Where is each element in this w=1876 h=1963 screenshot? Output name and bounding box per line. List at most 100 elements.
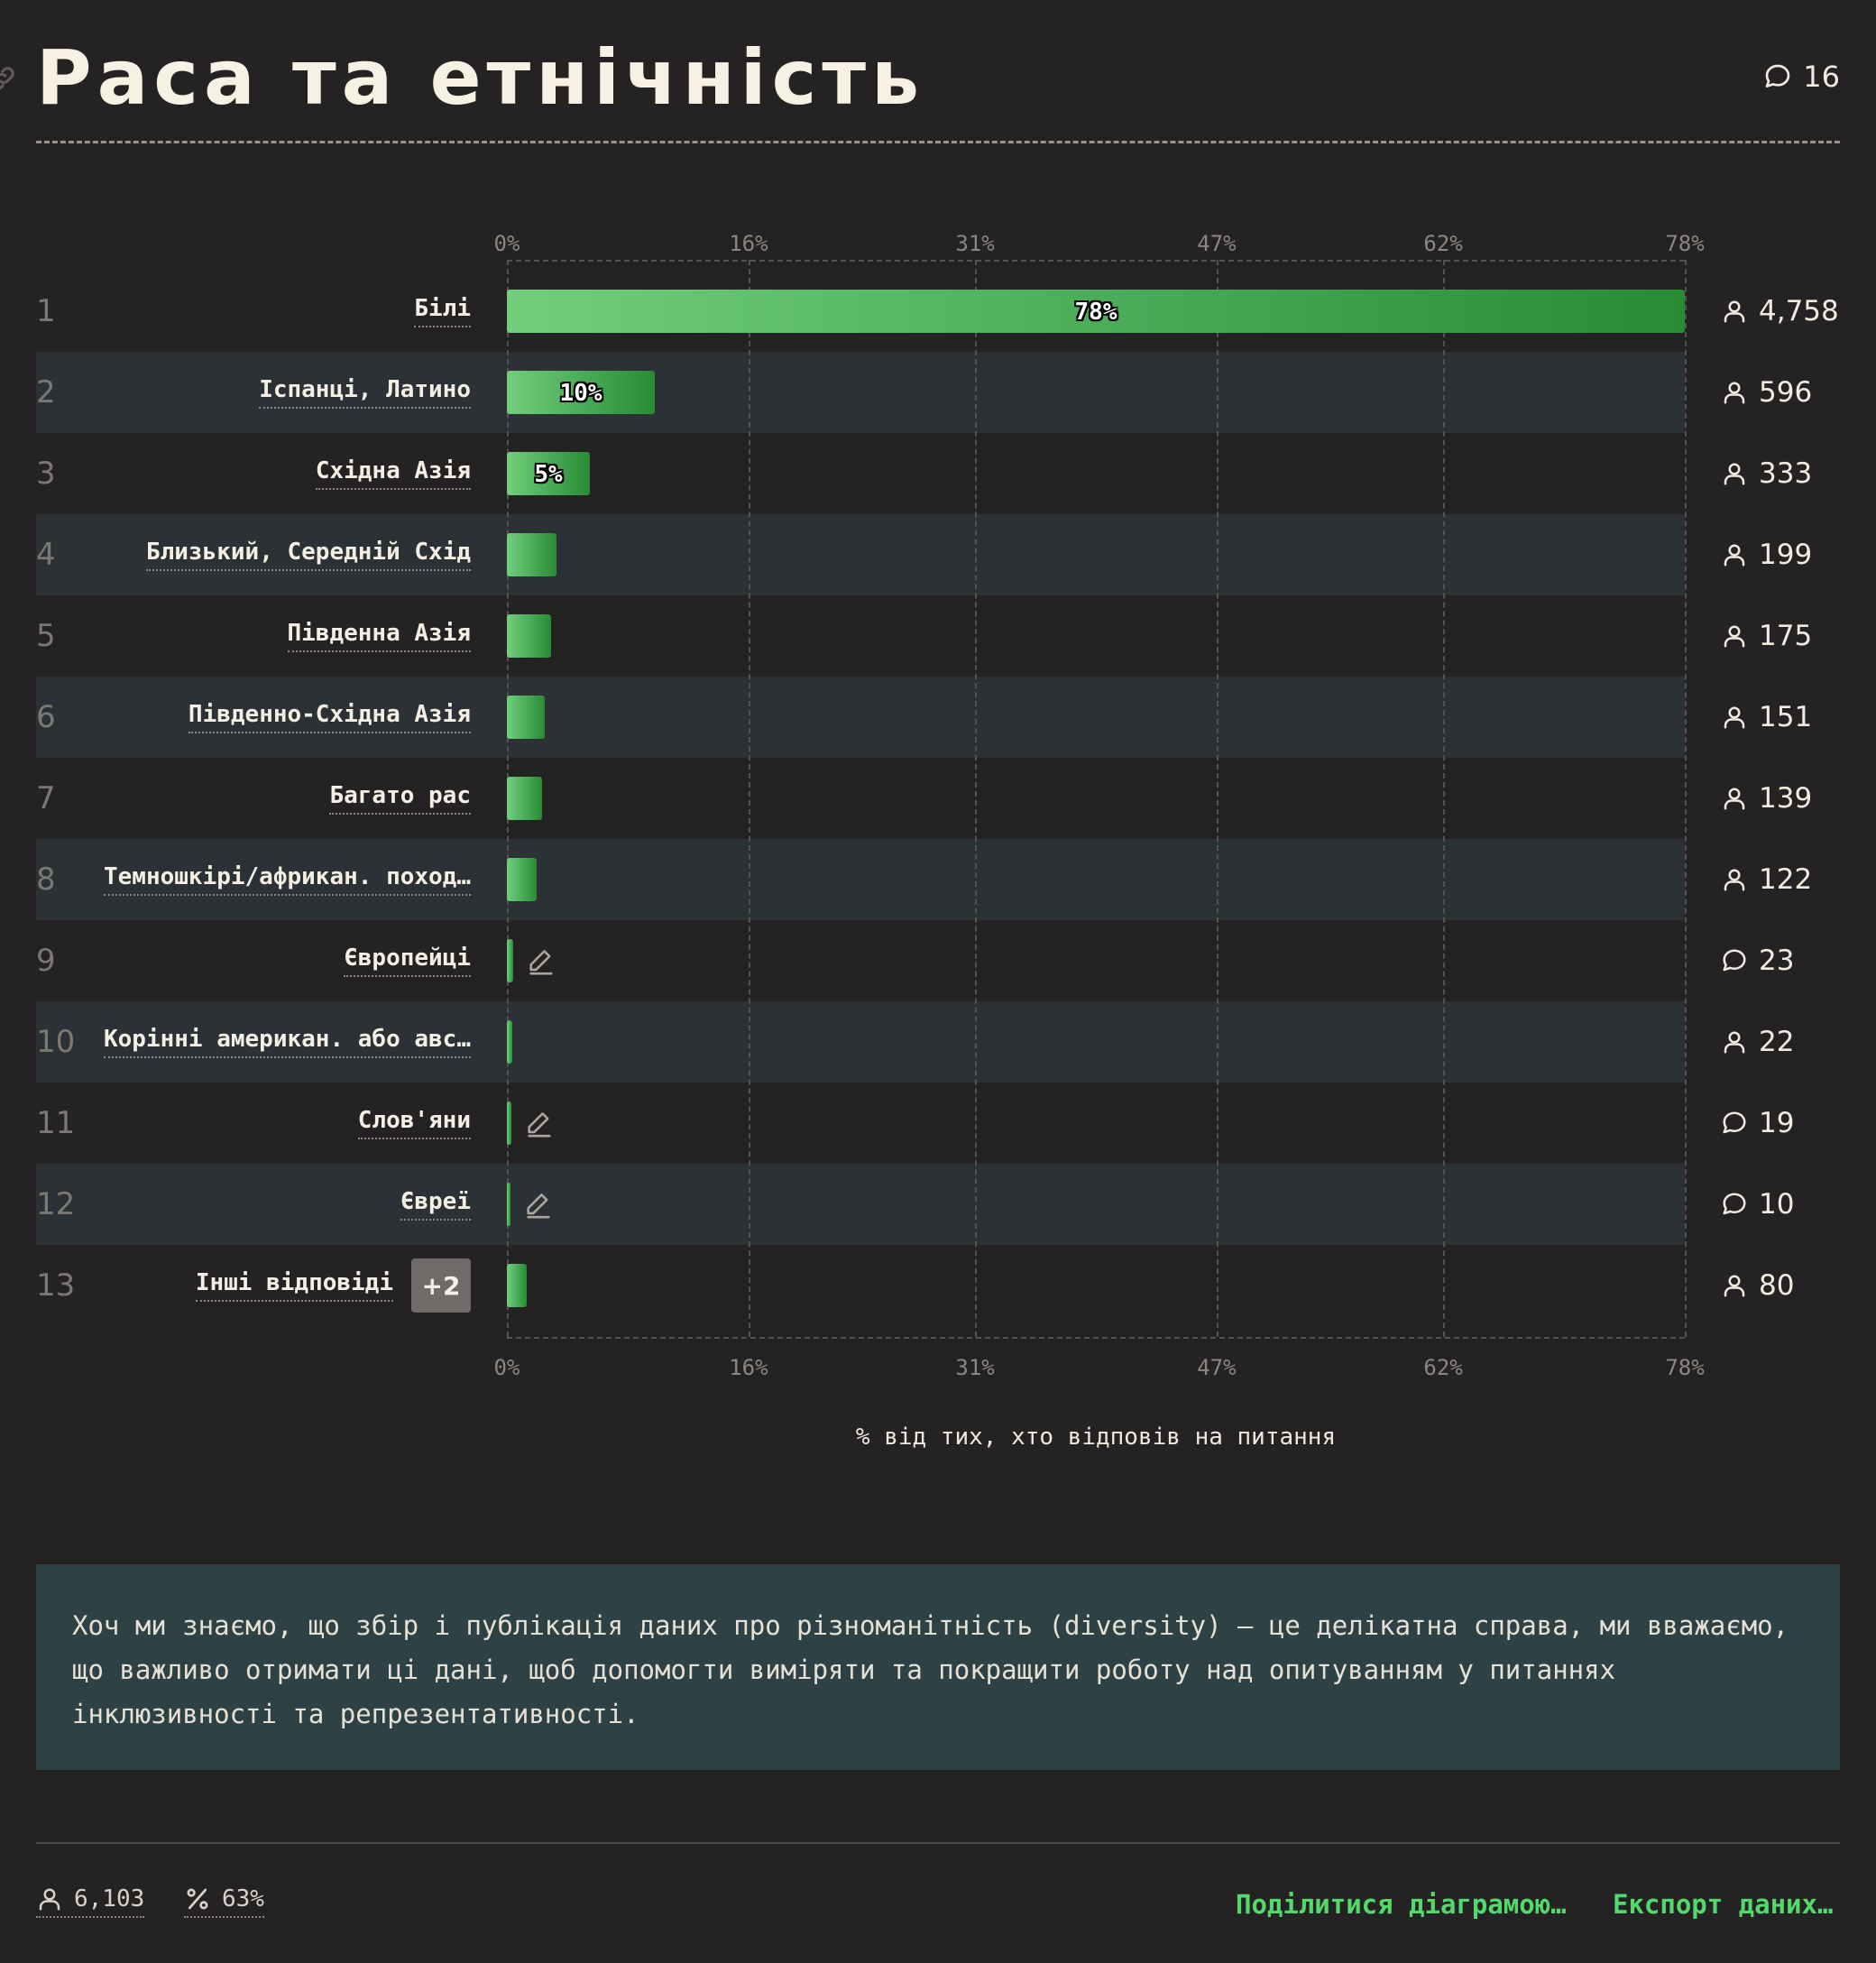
row-label[interactable]: Східна Азія xyxy=(315,457,471,490)
bar xyxy=(507,858,538,901)
x-tick-label-top: 62% xyxy=(1423,231,1463,256)
user-icon xyxy=(1721,379,1748,406)
respondents-count: 6,103 xyxy=(74,1885,145,1912)
user-icon xyxy=(1721,460,1748,487)
bar xyxy=(507,939,513,982)
row-count-value: 80 xyxy=(1759,1269,1795,1302)
edit-icon[interactable] xyxy=(524,1108,555,1138)
row-count[interactable]: 151 xyxy=(1721,701,1812,733)
user-icon xyxy=(1721,704,1748,731)
respondents-stat[interactable]: 6,103 xyxy=(36,1885,145,1918)
row-label[interactable]: Темношкірі/африкан. поход… xyxy=(104,863,471,896)
row-count-value: 151 xyxy=(1759,701,1813,733)
user-icon xyxy=(1721,622,1748,650)
user-icon xyxy=(1721,1272,1748,1299)
x-tick-label-bottom: 0% xyxy=(493,1355,520,1380)
x-tick-label-top: 31% xyxy=(955,231,995,256)
share-chart-link[interactable]: Поділитися діаграмою… xyxy=(1236,1889,1567,1920)
row-rank: 3 xyxy=(36,456,56,492)
row-count-value: 22 xyxy=(1759,1026,1795,1058)
row-label[interactable]: Іспанці, Латино xyxy=(259,376,471,409)
bar xyxy=(507,1264,527,1307)
row-rank: 8 xyxy=(36,862,56,898)
row-label[interactable]: Євреї xyxy=(400,1188,471,1221)
export-data-link[interactable]: Експорт даних… xyxy=(1613,1889,1834,1920)
table-row xyxy=(36,920,1685,1001)
row-count[interactable]: 175 xyxy=(1721,620,1812,652)
row-label[interactable]: Багато рас xyxy=(329,782,471,815)
row-count[interactable]: 139 xyxy=(1721,782,1812,815)
row-count-value: 199 xyxy=(1759,539,1813,571)
row-count[interactable]: 23 xyxy=(1721,945,1794,977)
bar xyxy=(507,452,591,495)
more-answers-badge[interactable]: +2 xyxy=(411,1258,471,1313)
row-count[interactable]: 333 xyxy=(1721,457,1812,490)
bar-value-label: 10% xyxy=(559,380,602,407)
table-row xyxy=(36,1083,1685,1164)
row-rank: 11 xyxy=(36,1105,76,1141)
edit-icon[interactable] xyxy=(523,1189,554,1220)
row-label[interactable]: Корінні америкaн. або авс… xyxy=(104,1026,471,1058)
table-row xyxy=(36,352,1685,433)
row-count-value: 19 xyxy=(1759,1107,1795,1139)
row-count-value: 122 xyxy=(1759,863,1813,896)
link-icon[interactable] xyxy=(0,63,18,94)
row-label[interactable]: Європейці xyxy=(344,945,471,977)
row-count-value: 139 xyxy=(1759,782,1813,815)
x-tick-label-bottom: 78% xyxy=(1665,1355,1705,1380)
edit-icon[interactable] xyxy=(526,945,556,976)
comments-button[interactable]: 16 xyxy=(1763,60,1840,94)
row-rank: 2 xyxy=(36,374,56,410)
bar-value-label: 5% xyxy=(534,461,563,488)
bar xyxy=(507,614,551,658)
row-label[interactable]: Білі xyxy=(414,295,471,327)
percent-stat[interactable]: 63% xyxy=(184,1885,264,1918)
axis-line-top xyxy=(507,260,1685,262)
user-icon xyxy=(1721,298,1748,325)
grid-line xyxy=(748,260,750,1337)
row-rank: 5 xyxy=(36,618,56,654)
row-label[interactable]: Слов'яни xyxy=(357,1107,471,1139)
footer-divider xyxy=(36,1842,1840,1844)
comment-icon xyxy=(1721,1110,1748,1137)
row-count[interactable]: 10 xyxy=(1721,1188,1794,1221)
row-rank: 13 xyxy=(36,1267,76,1304)
grid-line xyxy=(975,260,978,1337)
row-count[interactable]: 80 xyxy=(1721,1269,1794,1302)
row-rank: 9 xyxy=(36,943,56,979)
row-count[interactable]: 122 xyxy=(1721,863,1812,896)
x-tick-label-bottom: 16% xyxy=(729,1355,768,1380)
row-label[interactable]: Інші відповіді xyxy=(195,1269,393,1302)
grid-line xyxy=(1685,260,1687,1337)
row-rank: 12 xyxy=(36,1186,76,1222)
table-row xyxy=(36,514,1685,595)
row-count[interactable]: 22 xyxy=(1721,1026,1794,1058)
bar xyxy=(507,1101,512,1145)
table-row xyxy=(36,433,1685,514)
user-icon xyxy=(1721,785,1748,812)
row-count[interactable]: 596 xyxy=(1721,376,1812,409)
row-rank: 10 xyxy=(36,1024,76,1060)
row-count[interactable]: 4,758 xyxy=(1721,295,1839,327)
table-row xyxy=(36,595,1685,677)
comment-icon xyxy=(1721,1191,1748,1218)
row-count[interactable]: 199 xyxy=(1721,539,1812,571)
x-tick-label-top: 47% xyxy=(1197,231,1237,256)
row-count-value: 596 xyxy=(1759,376,1813,409)
user-icon xyxy=(1721,866,1748,893)
user-icon xyxy=(1721,1028,1748,1055)
row-label[interactable]: Південна Азія xyxy=(287,620,471,652)
table-row xyxy=(36,1164,1685,1245)
bar xyxy=(507,1183,510,1226)
row-count[interactable]: 19 xyxy=(1721,1107,1794,1139)
bar xyxy=(507,533,557,576)
row-count-value: 175 xyxy=(1759,620,1813,652)
row-label[interactable]: Південно-Східна Азія xyxy=(188,701,471,733)
comment-icon xyxy=(1765,64,1790,88)
grid-line xyxy=(1443,260,1446,1337)
user-icon xyxy=(39,1888,60,1911)
row-label[interactable]: Близький, Середній Схід xyxy=(145,539,471,571)
bar xyxy=(507,371,656,414)
table-row xyxy=(36,758,1685,839)
row-rank: 6 xyxy=(36,699,56,735)
